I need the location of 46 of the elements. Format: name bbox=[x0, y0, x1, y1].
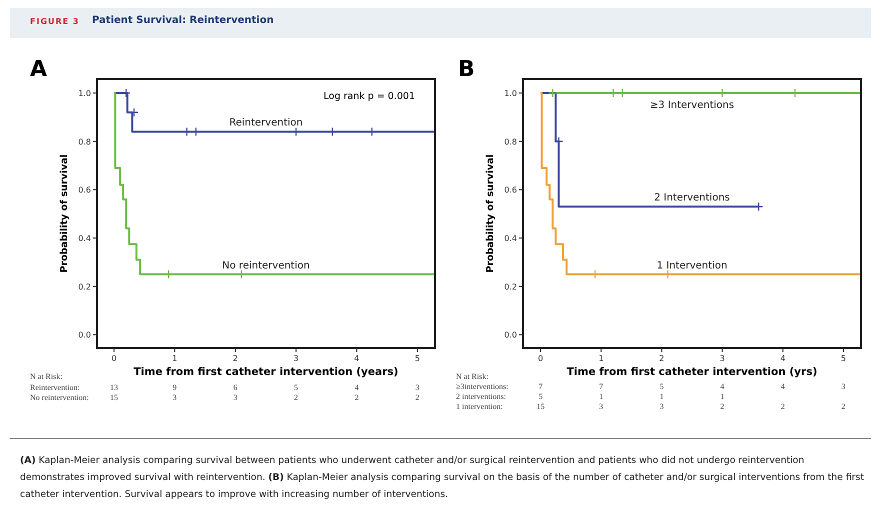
x-tick-label: 1 bbox=[598, 354, 604, 363]
series-label: No reintervention bbox=[222, 260, 310, 272]
y-tick-label: 0.6 bbox=[504, 186, 517, 195]
text: Reintervention: 13 9 6 5 4 3 bbox=[30, 383, 420, 392]
series-label: ≥3 Interventions bbox=[650, 100, 734, 112]
y-tick-label: 0.6 bbox=[78, 186, 91, 195]
x-tick-label: 2 bbox=[232, 354, 238, 363]
text: ≥3interventions: 7 7 5 4 4 3 bbox=[456, 382, 846, 391]
x-axis-title: Time from first catheter intervention (years) bbox=[134, 366, 398, 378]
text: N at Risk: bbox=[30, 372, 62, 381]
y-tick-label: 0.0 bbox=[78, 330, 91, 340]
text: N at Risk: bbox=[456, 372, 488, 381]
x-tick-label: 0 bbox=[538, 354, 544, 363]
chart-title: B bbox=[458, 57, 475, 82]
x-tick-label: 5 bbox=[840, 354, 846, 363]
x-tick-label: 2 bbox=[659, 354, 664, 363]
x-axis-title: Time from first catheter intervention (yrs) bbox=[566, 366, 818, 378]
text: FIGURE 3 bbox=[30, 17, 80, 26]
series-label: 1 Intervention bbox=[656, 260, 728, 272]
y-tick-label: 0.4 bbox=[78, 234, 91, 244]
text: 1 intervention: 15 3 3 2 2 2 bbox=[456, 402, 846, 411]
chart-title: A bbox=[30, 57, 48, 82]
x-tick-label: 1 bbox=[172, 354, 178, 363]
y-tick-label: 0.8 bbox=[504, 137, 517, 146]
text: 2 interventions: 5 1 1 1 bbox=[456, 392, 724, 401]
y-tick-label: 1.0 bbox=[504, 89, 517, 98]
x-tick-label: 5 bbox=[414, 354, 420, 363]
series-label: Reintervention bbox=[229, 118, 303, 129]
y-tick-label: 0.0 bbox=[504, 330, 517, 340]
text: No reintervention: 15 3 3 2 2 2 bbox=[30, 393, 420, 402]
y-tick-label: 0.8 bbox=[78, 137, 91, 146]
y-tick-label: 1.0 bbox=[78, 89, 91, 98]
x-tick-label: 3 bbox=[293, 354, 299, 363]
text: (A) Kaplan-Meier analysis comparing survival between patients who underwent catheter and/or surgical reintervention and patients who did not undergo reintervention demonstrates improved survival with reintervention. (B) Kaplan-Meier analysis comparing survival on the basis of the number of catheter and/or surgical interventions from the first catheter intervention. Survival appears to improve with increasing number of interventions. bbox=[20, 455, 864, 500]
x-tick-label: 4 bbox=[354, 354, 360, 363]
x-tick-label: 4 bbox=[780, 354, 786, 363]
x-tick-label: 3 bbox=[720, 354, 725, 363]
text: Patient Survival: Reintervention bbox=[92, 15, 274, 26]
x-tick-label: 0 bbox=[111, 354, 117, 363]
y-tick-label: 0.2 bbox=[78, 282, 91, 292]
y-tick-label: 0.2 bbox=[504, 282, 517, 292]
series-label: 2 Interventions bbox=[654, 192, 730, 204]
y-tick-label: 0.4 bbox=[504, 234, 517, 244]
y-axis-title: Probability of survival bbox=[59, 154, 70, 273]
annotation: Log rank p = 0.001 bbox=[324, 91, 415, 102]
y-axis-title: Probability of survival bbox=[485, 154, 496, 273]
